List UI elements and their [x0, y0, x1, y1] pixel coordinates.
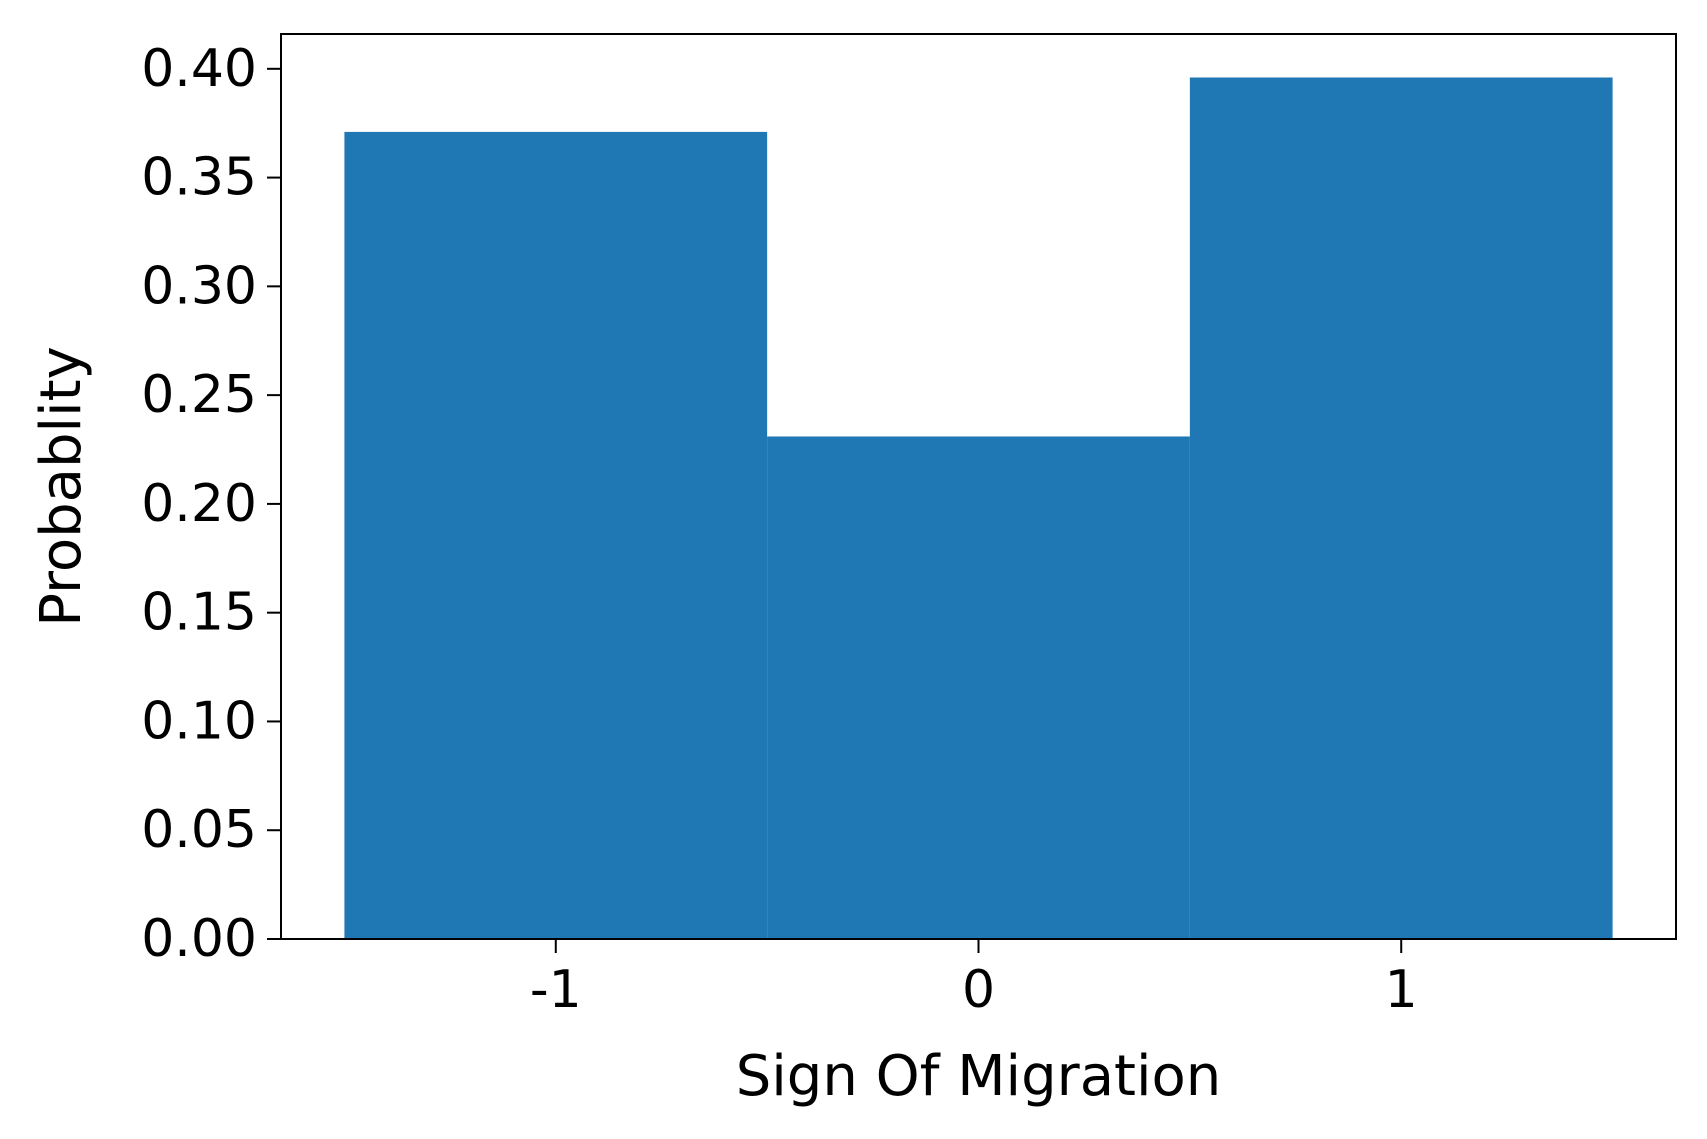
y-axis: 0.00 0.05 0.10 0.15 0.20 0.25 0.30 0.35 0.40 — [141, 39, 281, 969]
bars-group — [344, 77, 1613, 940]
y-tick-label: 0.15 — [141, 583, 257, 643]
y-tick-label: 0.35 — [141, 148, 257, 208]
x-tick-label: 1 — [1385, 960, 1418, 1020]
y-axis-title: Probablity — [29, 346, 94, 626]
y-tick-label: 0.30 — [141, 256, 257, 316]
x-axis: -1 0 1 — [530, 939, 1418, 1020]
x-axis-title: Sign Of Migration — [736, 1044, 1222, 1109]
bar--1 — [344, 131, 768, 940]
y-tick-label: 0.25 — [141, 365, 257, 425]
x-tick-label: -1 — [530, 960, 582, 1020]
y-tick-label: 0.05 — [141, 800, 257, 860]
y-tick-label: 0.20 — [141, 474, 257, 534]
y-tick-label: 0.10 — [141, 691, 257, 751]
y-tick-label: 0.00 — [141, 909, 257, 969]
x-tick-label: 0 — [962, 960, 995, 1020]
bar-1 — [1189, 77, 1613, 939]
y-tick-label: 0.40 — [141, 39, 257, 99]
plot-frame — [280, 33, 1677, 940]
bar-0 — [767, 436, 1190, 939]
